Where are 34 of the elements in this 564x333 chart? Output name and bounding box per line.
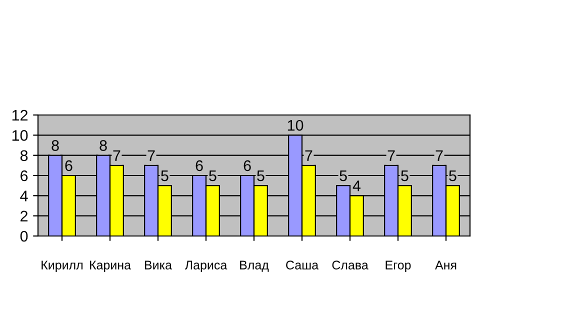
data-label: 6 [65, 160, 72, 172]
data-label: 7 [436, 150, 443, 161]
x-tick-label: Влад [240, 260, 269, 272]
y-tick-label: 2 [20, 210, 28, 222]
x-tick-label: Саша [286, 260, 319, 270]
data-label: 6 [244, 160, 251, 172]
y-tick-label: 10 [12, 130, 28, 141]
data-label: 10 [288, 120, 304, 131]
x-tick-label: Лариса [184, 260, 228, 272]
y-tick-label: 12 [12, 110, 28, 121]
x-tick-label: Вика [145, 260, 172, 270]
y-tick-label: 8 [20, 150, 28, 162]
x-tick-label: Аня [435, 260, 456, 270]
y-tick-label: 6 [20, 170, 28, 182]
x-tick-label: Егор [386, 260, 411, 272]
data-label: 5 [161, 170, 168, 182]
x-tick-label: Кирилл [42, 260, 83, 272]
data-label: 4 [352, 180, 361, 192]
data-label: 7 [113, 150, 120, 161]
data-label: 8 [100, 140, 107, 151]
data-label: 5 [257, 170, 264, 182]
y-tick-label: 0 [20, 230, 28, 242]
data-label: 7 [305, 150, 312, 161]
data-label: 7 [148, 150, 155, 161]
y-tick-label: 4 [20, 190, 28, 202]
data-label: 8 [52, 140, 59, 151]
data-label: 5 [209, 170, 216, 182]
x-tick-label: Карина [90, 260, 132, 272]
data-label: 7 [388, 150, 395, 161]
data-label: 5 [340, 170, 347, 182]
x-tick-label: Слава [332, 260, 368, 270]
data-label: 5 [449, 170, 456, 182]
data-label: 5 [401, 170, 408, 182]
data-label: 6 [196, 160, 203, 172]
